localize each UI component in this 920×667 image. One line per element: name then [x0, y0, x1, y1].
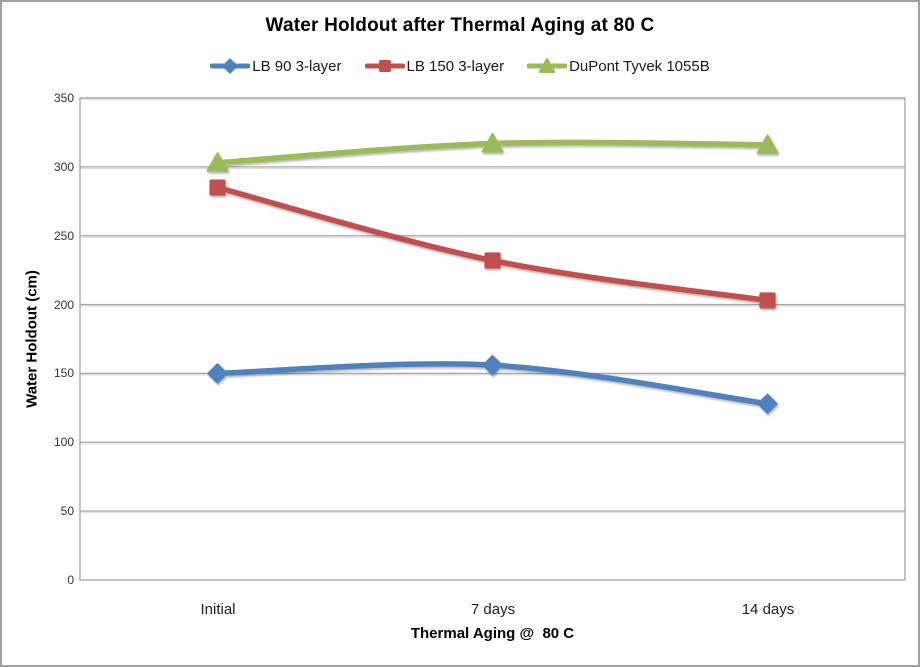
data-point-marker — [378, 60, 391, 72]
y-tick-label: 150 — [53, 366, 74, 381]
x-tick-label-14days: 14 days — [741, 601, 795, 618]
data-point-marker — [538, 58, 556, 73]
legend-label: DuPont Tyvek 1055B — [569, 57, 710, 75]
data-point-marker — [481, 132, 504, 153]
triangle-marker-icon — [527, 58, 568, 73]
y-tick-label: 250 — [53, 228, 74, 243]
legend: LB 90 3-layer LB 150 3-layer DuPont Tyve… — [2, 57, 918, 75]
y-tick-label: 350 — [53, 91, 74, 105]
data-point-marker — [482, 354, 503, 376]
x-axis-title: Thermal Aging @ 80 C — [410, 625, 575, 642]
y-tick-label: 100 — [53, 435, 74, 450]
data-point-marker — [484, 252, 501, 269]
series-lb-90-3-layer — [207, 354, 778, 414]
legend-item-tyvek: DuPont Tyvek 1055B — [527, 57, 710, 75]
legend-label: LB 150 3-layer — [406, 57, 505, 75]
x-tick-label-initial: Initial — [200, 601, 236, 618]
x-tick-label-7days: 7 days — [470, 601, 516, 618]
plot-border — [79, 97, 906, 581]
legend-item-lb150: LB 150 3-layer — [364, 57, 505, 75]
y-tick-label: 0 — [67, 573, 74, 587]
data-point-marker — [756, 134, 779, 154]
legend-label: LB 90 3-layer — [252, 57, 342, 75]
square-marker-icon — [364, 60, 405, 72]
y-tick-label: 300 — [53, 159, 74, 174]
series-dupont-tyvek-1055b — [206, 132, 779, 172]
data-point-marker — [207, 363, 228, 384]
data-point-marker — [757, 393, 778, 414]
y-tick-label: 50 — [60, 504, 74, 519]
data-point-marker — [206, 152, 229, 172]
data-point-marker — [759, 292, 776, 309]
series-lb-150-3-layer — [209, 179, 776, 309]
data-point-marker — [222, 58, 239, 74]
data-point-marker — [209, 179, 226, 196]
legend-item-lb90: LB 90 3-layer — [210, 57, 342, 75]
y-tick-label: 200 — [53, 297, 74, 312]
diamond-marker-icon — [210, 58, 251, 74]
series-line — [214, 184, 771, 304]
chart-title: Water Holdout after Thermal Aging at 80 … — [265, 15, 655, 36]
